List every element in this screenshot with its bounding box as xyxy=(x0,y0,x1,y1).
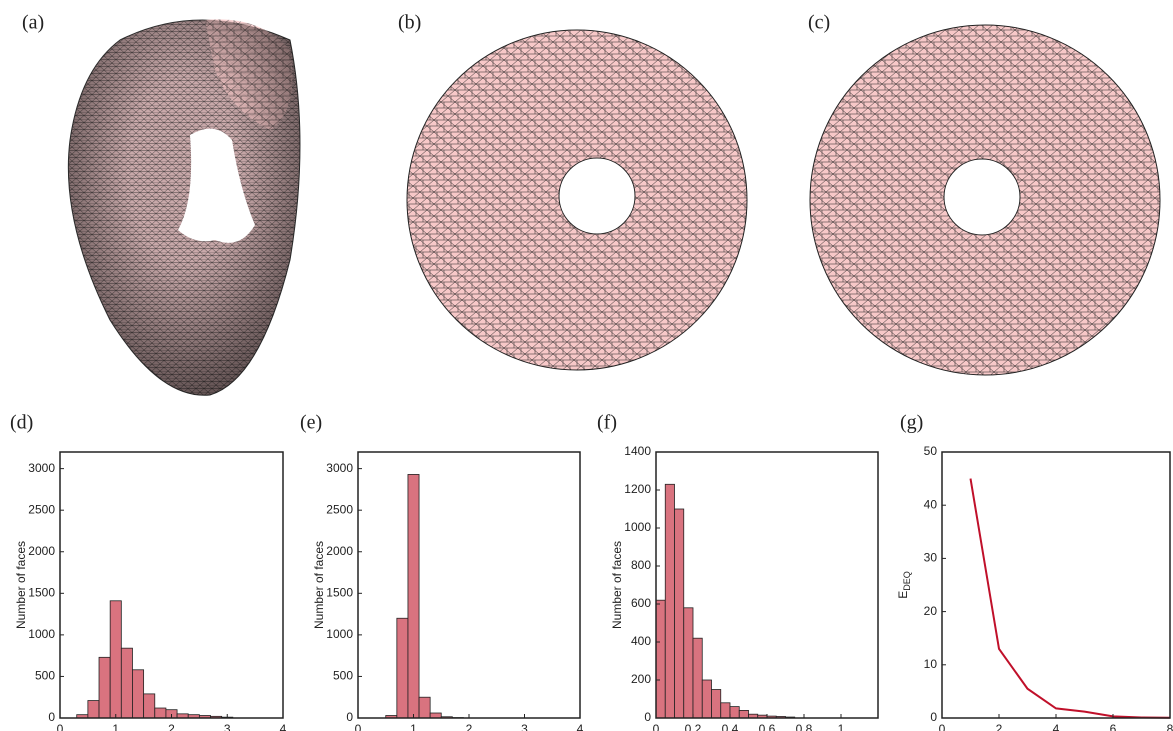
y-tick-label: 500 xyxy=(35,669,55,683)
y-tick-label: 200 xyxy=(631,672,651,686)
x-tick-label: 8 xyxy=(1167,722,1173,731)
panel-label: (a) xyxy=(22,12,44,34)
x-tick-label: 2 xyxy=(168,722,175,731)
y-tick-label: 1400 xyxy=(624,444,651,458)
x-tick-label: 0 xyxy=(653,722,660,731)
y-tick-label: 500 xyxy=(333,669,353,683)
face-mesh xyxy=(67,19,301,396)
y-tick-label: 1000 xyxy=(326,627,353,641)
y-tick-label: 0 xyxy=(930,710,937,724)
axes-box xyxy=(59,451,284,719)
bar xyxy=(132,669,145,719)
y-tick-label: 30 xyxy=(924,551,938,565)
x-tick-label: 0.2 xyxy=(685,722,702,731)
y-tick-label: 600 xyxy=(631,596,651,610)
bar xyxy=(143,693,156,719)
line xyxy=(969,478,1171,719)
y-axis-label: EDEQ xyxy=(896,571,912,599)
panel-label: (d) xyxy=(10,412,33,434)
annulus-mesh-b xyxy=(406,29,748,371)
y-axis-label: Number of faces xyxy=(610,541,624,629)
y-tick-label: 1000 xyxy=(28,627,55,641)
y-tick-label: 400 xyxy=(631,634,651,648)
x-tick-label: 4 xyxy=(280,722,287,731)
x-tick-label: 0 xyxy=(939,722,946,731)
bar xyxy=(154,707,167,719)
bar xyxy=(407,474,420,719)
bar xyxy=(738,710,749,719)
y-tick-label: 2000 xyxy=(326,544,353,558)
x-tick-label: 0.4 xyxy=(722,722,739,731)
bar xyxy=(711,689,722,719)
panel-label: (g) xyxy=(900,412,923,434)
x-tick-label: 1 xyxy=(112,722,119,731)
x-tick-label: 3 xyxy=(521,722,528,731)
x-tick-label: 2 xyxy=(996,722,1003,731)
y-axis-label-main: E xyxy=(896,591,910,599)
axes-box xyxy=(357,451,581,719)
y-tick-label: 0 xyxy=(48,710,55,724)
bar xyxy=(729,706,740,719)
y-tick-label: 10 xyxy=(924,657,938,671)
axes-box xyxy=(655,451,879,719)
y-axis-label: Number of faces xyxy=(312,541,326,629)
annulus-mesh-c xyxy=(809,24,1161,376)
x-tick-label: 0 xyxy=(57,722,64,731)
x-tick-label: 0.6 xyxy=(759,722,776,731)
bar xyxy=(87,700,100,719)
x-tick-label: 0.8 xyxy=(796,722,813,731)
y-axis-label-main: Number of faces xyxy=(14,541,28,629)
bar xyxy=(692,637,703,719)
x-tick-label: 1 xyxy=(838,722,845,731)
bar xyxy=(120,647,133,719)
bar xyxy=(701,679,712,719)
y-tick-label: 3000 xyxy=(28,461,55,475)
y-tick-label: 1000 xyxy=(624,520,651,534)
bar xyxy=(720,702,731,719)
y-tick-label: 40 xyxy=(924,497,938,511)
y-tick-label: 3000 xyxy=(326,461,353,475)
x-tick-label: 2 xyxy=(466,722,473,731)
bar xyxy=(98,656,111,719)
y-tick-label: 20 xyxy=(924,604,938,618)
bar xyxy=(396,617,409,719)
y-tick-label: 800 xyxy=(631,558,651,572)
y-tick-label: 0 xyxy=(644,710,651,724)
x-tick-label: 6 xyxy=(1110,722,1117,731)
x-tick-label: 3 xyxy=(224,722,231,731)
y-tick-label: 2500 xyxy=(326,502,353,516)
bar xyxy=(655,599,666,719)
bar xyxy=(674,508,685,719)
bar xyxy=(664,483,675,719)
x-tick-label: 4 xyxy=(1053,722,1060,731)
y-tick-label: 2000 xyxy=(28,544,55,558)
y-axis-label: Number of faces xyxy=(14,541,28,629)
y-tick-label: 1500 xyxy=(326,585,353,599)
y-tick-label: 0 xyxy=(346,710,353,724)
y-axis-label-sub: DEQ xyxy=(902,571,912,591)
y-tick-label: 50 xyxy=(924,444,938,458)
panel-label: (c) xyxy=(808,12,830,34)
bar xyxy=(109,600,122,719)
panel-label: (e) xyxy=(300,412,322,434)
panel-label: (b) xyxy=(398,12,421,34)
y-tick-label: 1500 xyxy=(28,585,55,599)
y-tick-label: 1200 xyxy=(624,482,651,496)
x-tick-label: 4 xyxy=(577,722,584,731)
x-tick-label: 0 xyxy=(355,722,362,731)
y-axis-label-main: Number of faces xyxy=(312,541,326,629)
y-tick-label: 2500 xyxy=(28,502,55,516)
bar xyxy=(683,607,694,719)
bar xyxy=(418,696,431,719)
x-tick-label: 1 xyxy=(410,722,417,731)
panel-label: (f) xyxy=(597,412,617,434)
axes-box xyxy=(941,451,1171,719)
y-axis-label-main: Number of faces xyxy=(610,541,624,629)
